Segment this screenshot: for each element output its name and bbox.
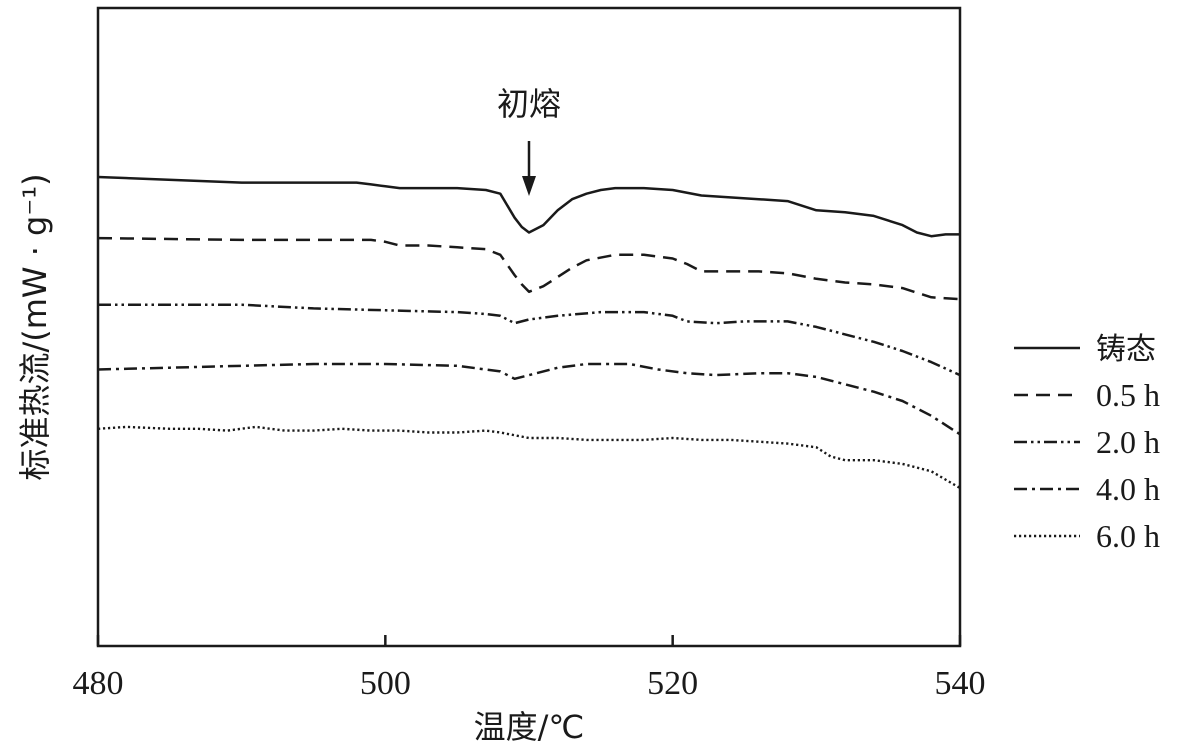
x-tick-label: 500 [360,665,411,702]
legend-label: 4.0 h [1096,471,1160,507]
x-axis-ticks: 480 500 520 540 [73,635,986,702]
series-line [97,175,960,238]
series-line [98,303,961,377]
series-line [97,362,961,436]
legend: 铸态 0.5 h 2.0 h 4.0 h 6.0 h [1014,332,1160,554]
plot-frame [96,6,962,648]
series-line [97,236,961,301]
x-tick-label: 480 [73,665,124,702]
annotation-arrow-head [522,176,536,196]
legend-label: 6.0 h [1096,518,1160,554]
x-tick-label: 540 [935,665,986,702]
series-line [97,425,961,490]
y-axis-title: 标准热流/(mW · g⁻¹) [16,173,54,480]
legend-label: 2.0 h [1096,424,1160,460]
x-tick-label: 520 [647,665,698,702]
annotation-label: 初熔 [497,85,561,123]
legend-label: 0.5 h [1096,377,1160,413]
annotation: 初熔 [497,85,561,196]
series-layer [97,175,961,490]
x-axis-title: 温度/℃ [474,708,585,746]
legend-label: 铸态 [1096,332,1156,367]
